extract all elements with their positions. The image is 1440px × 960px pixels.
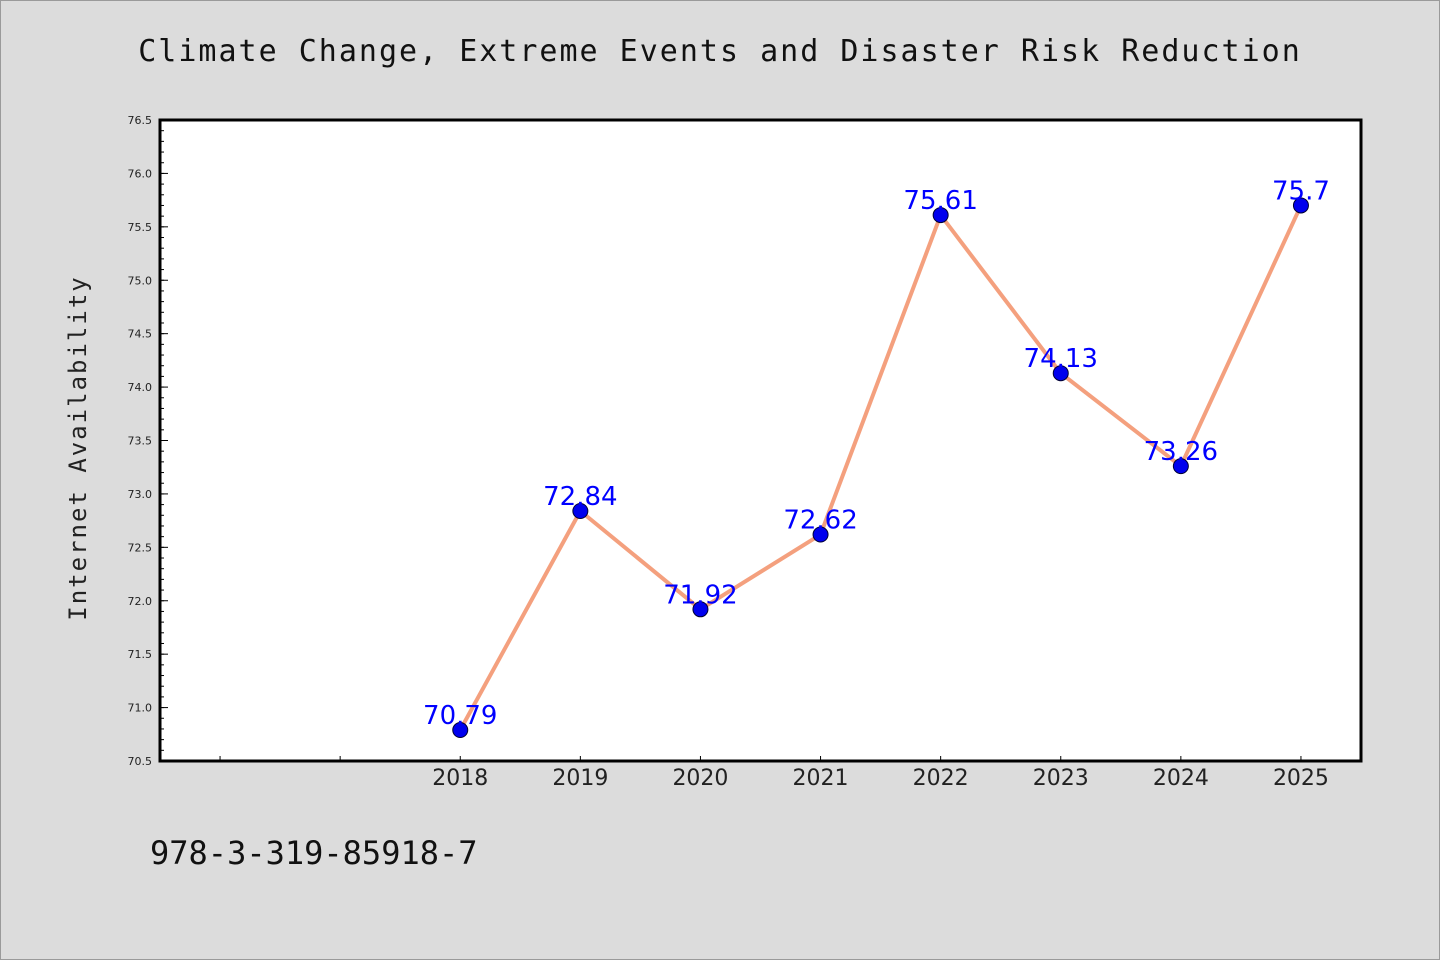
data-point [692, 601, 709, 618]
data-label: 74.13 [1024, 344, 1098, 374]
y-tick-label: 70.5 [128, 755, 153, 768]
y-tick-label: 72.5 [128, 541, 153, 554]
y-tick-label: 72.0 [128, 595, 153, 608]
x-tick-label: 2019 [552, 766, 608, 791]
plot-area [160, 120, 1361, 761]
data-label: 71.92 [663, 580, 737, 610]
x-tick-label: 2024 [1153, 766, 1209, 791]
x-tick-label: 2021 [793, 766, 849, 791]
y-tick-label: 71.5 [128, 648, 153, 661]
data-point [452, 722, 469, 739]
data-point [1172, 458, 1189, 475]
data-label: 75.7 [1272, 176, 1330, 206]
x-tick-label: 2025 [1273, 766, 1329, 791]
y-tick-label: 74.0 [128, 381, 153, 394]
data-point [932, 207, 949, 224]
data-point [1052, 365, 1069, 382]
data-label: 70.79 [423, 701, 497, 731]
y-tick-label: 75.0 [128, 274, 153, 287]
x-tick-label: 2018 [432, 766, 488, 791]
data-point [572, 503, 589, 520]
data-point [812, 526, 829, 543]
y-tick-label: 76.5 [128, 114, 153, 127]
y-tick-label: 73.0 [128, 488, 153, 501]
data-label: 73.26 [1144, 437, 1218, 467]
series-line [458, 203, 1303, 733]
y-tick-label: 75.5 [128, 221, 153, 234]
plot-frame [158, 118, 1363, 763]
y-tick-label: 71.0 [128, 702, 153, 715]
data-label: 72.62 [783, 506, 857, 536]
y-tick-label: 74.5 [128, 328, 153, 341]
data-label: 72.84 [543, 482, 617, 512]
x-tick-label: 2023 [1033, 766, 1089, 791]
x-tick-label: 2022 [913, 766, 969, 791]
x-tick-label: 2020 [672, 766, 728, 791]
data-label: 75.61 [903, 186, 977, 216]
chart-title: Climate Change, Extreme Events and Disas… [138, 34, 1302, 69]
y-tick-label: 73.5 [128, 435, 153, 448]
y-tick-label: 76.0 [128, 167, 153, 180]
isbn-text: 978-3-319-85918-7 [150, 834, 478, 872]
data-point [1292, 197, 1309, 214]
